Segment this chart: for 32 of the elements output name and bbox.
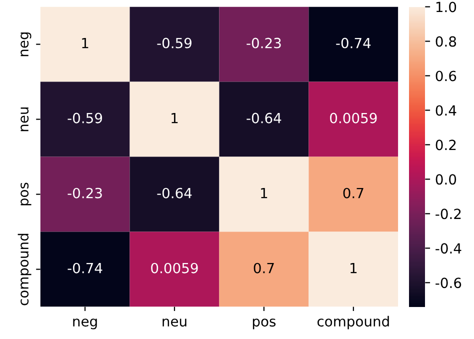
data-label: -0.64: [246, 112, 282, 124]
color-bar-label: 0.8: [436, 36, 456, 47]
color-bar-label: 0.2: [436, 140, 456, 150]
y-tick-label: pos: [20, 182, 32, 206]
data-label: 0.7: [343, 188, 364, 198]
color-bar-label: 1.0: [436, 2, 456, 12]
data-label: -0.59: [157, 38, 192, 48]
color-bar-label: 0.4: [436, 105, 456, 116]
color-bar-label: 0.6: [436, 70, 456, 82]
y-tick-label: neu: [20, 107, 29, 132]
data-label: 0.7: [254, 262, 274, 274]
y-tick-label: neg: [20, 32, 32, 56]
color-bar-label: -0.2: [436, 208, 461, 220]
data-label: -0.64: [157, 188, 192, 198]
x-tick-label: pos: [252, 318, 276, 330]
data-label: 0.0059: [330, 112, 377, 124]
data-label: -0.74: [336, 38, 371, 48]
data-label: 1: [261, 188, 268, 198]
x-tick-label: compound: [317, 316, 389, 330]
data-label: 1: [172, 112, 178, 124]
data-label: -0.59: [68, 112, 102, 124]
color-bar-label: -0.4: [436, 243, 462, 254]
data-label: 1: [82, 38, 88, 48]
data-label: -0.74: [68, 262, 102, 274]
data-label: 0.0059: [151, 262, 198, 274]
data-label: -0.23: [68, 188, 102, 198]
color-bar-label: 0.0: [436, 174, 456, 185]
color-bar-label: -0.6: [436, 278, 462, 288]
x-tick-label: neg: [73, 318, 97, 330]
data-label: -0.23: [246, 38, 281, 48]
x-tick-label: neu: [162, 318, 186, 327]
data-label: 1: [350, 263, 357, 274]
